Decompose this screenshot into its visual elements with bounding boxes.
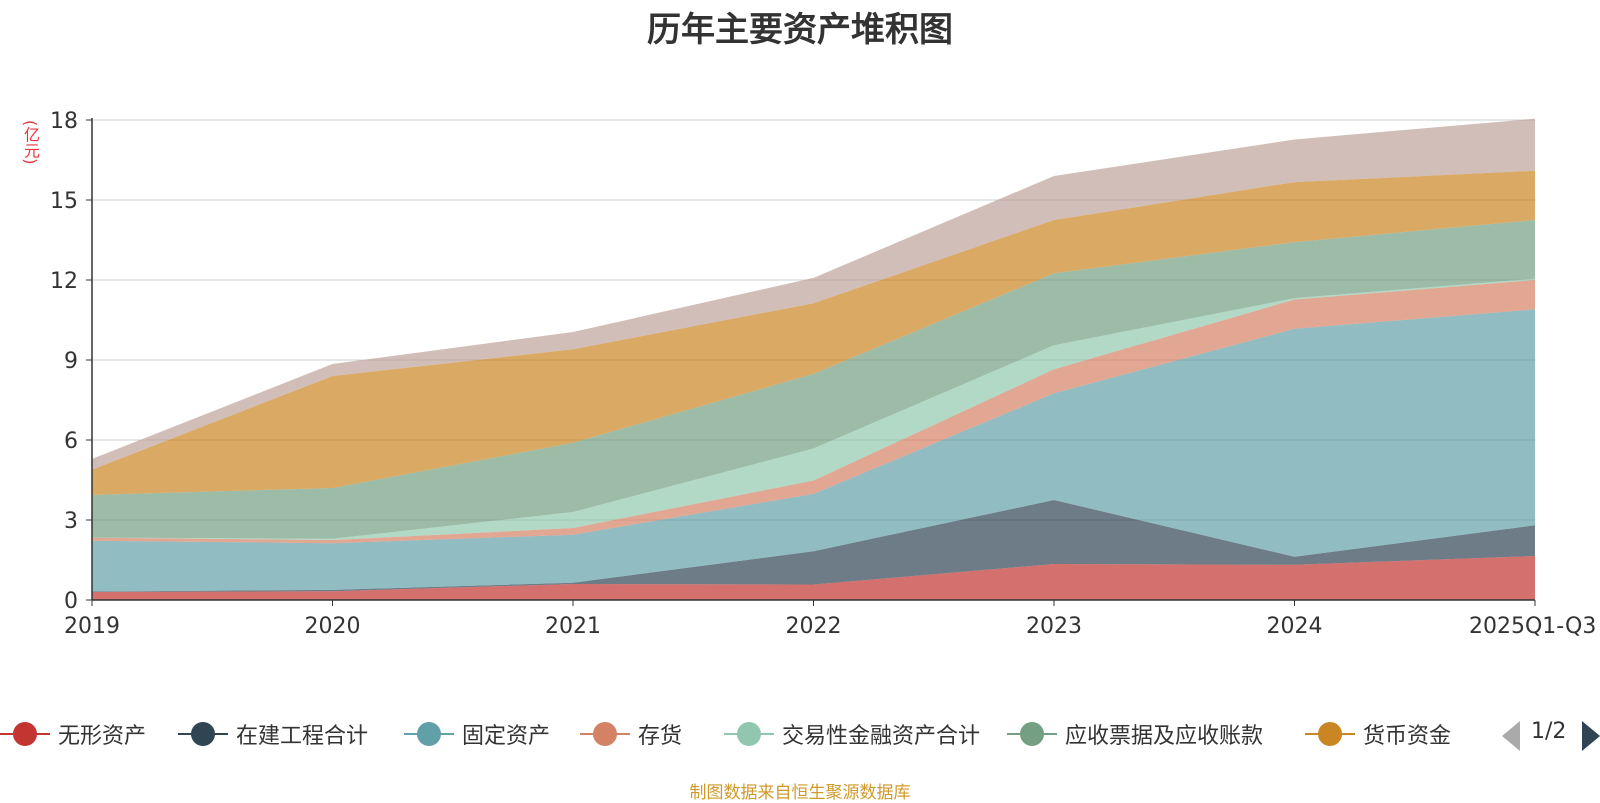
- legend-label: 交易性金融资产合计: [782, 724, 981, 749]
- legend-marker-icon: [417, 722, 441, 746]
- legend-pager: 1/2: [1500, 716, 1600, 752]
- x-tick-label: 2023: [1026, 614, 1082, 639]
- legend-marker-icon: [191, 722, 215, 746]
- x-tick-label: 2021: [545, 614, 601, 639]
- legend-prev-page-icon[interactable]: [1502, 721, 1520, 751]
- y-tick-label: 0: [64, 589, 78, 614]
- area-6: [92, 170, 1535, 495]
- legend-label: 无形资产: [58, 724, 147, 749]
- stacked-area-chart: 0 3 6 9 12 15 18 2019 2020 2021 2022 2023 2024 2025Q1…: [50, 109, 1596, 639]
- legend-next-page-icon[interactable]: [1582, 721, 1600, 751]
- data-source-footer: 制图数据来自恒生聚源数据库: [689, 783, 911, 803]
- axes: 0 3 6 9 12 15 18 2019 2020 2021 2022 2023 2024 2025Q1…: [50, 109, 1596, 639]
- legend-marker-icon: [13, 722, 37, 746]
- x-tick-label: 2024: [1267, 614, 1323, 639]
- legend-label: 固定资产: [462, 724, 551, 749]
- x-tick-label: 2025Q1-Q3: [1469, 614, 1596, 639]
- legend-label: 存货: [638, 724, 683, 749]
- legend-label: 应收票据及应收账款: [1065, 724, 1264, 749]
- legend-label: 货币资金: [1363, 724, 1452, 749]
- chart-title: 历年主要资产堆积图: [647, 10, 953, 50]
- area-2: [92, 309, 1535, 592]
- legend: 无形资产 在建工程合计 固定资产 存货 交易性金融资产合计 应收票据及应收账款 货币资金: [0, 712, 1600, 756]
- legend-marker-icon: [1318, 722, 1342, 746]
- legend-page-indicator: 1/2: [1531, 719, 1567, 744]
- area-5: [92, 220, 1535, 539]
- x-tick-label: 2019: [64, 614, 120, 639]
- y-tick-label: 18: [50, 109, 78, 134]
- area-series: [92, 118, 1535, 600]
- area-3: [92, 280, 1535, 544]
- y-tick-label: 12: [50, 269, 78, 294]
- x-tick-label: 2022: [786, 614, 842, 639]
- x-tick-label: 2020: [305, 614, 361, 639]
- area-7: [92, 118, 1535, 470]
- y-axis-unit-label: (亿元): [21, 120, 40, 165]
- y-tick-label: 15: [50, 189, 78, 214]
- legend-marker-icon: [593, 722, 617, 746]
- y-tick-label: 6: [64, 429, 78, 454]
- area-1: [92, 500, 1535, 592]
- legend-label: 在建工程合计: [236, 724, 369, 749]
- legend-marker-icon: [737, 722, 761, 746]
- y-tick-label: 9: [64, 349, 78, 374]
- y-tick-label: 3: [64, 509, 78, 534]
- area-0: [92, 556, 1535, 600]
- legend-marker-icon: [1020, 722, 1044, 746]
